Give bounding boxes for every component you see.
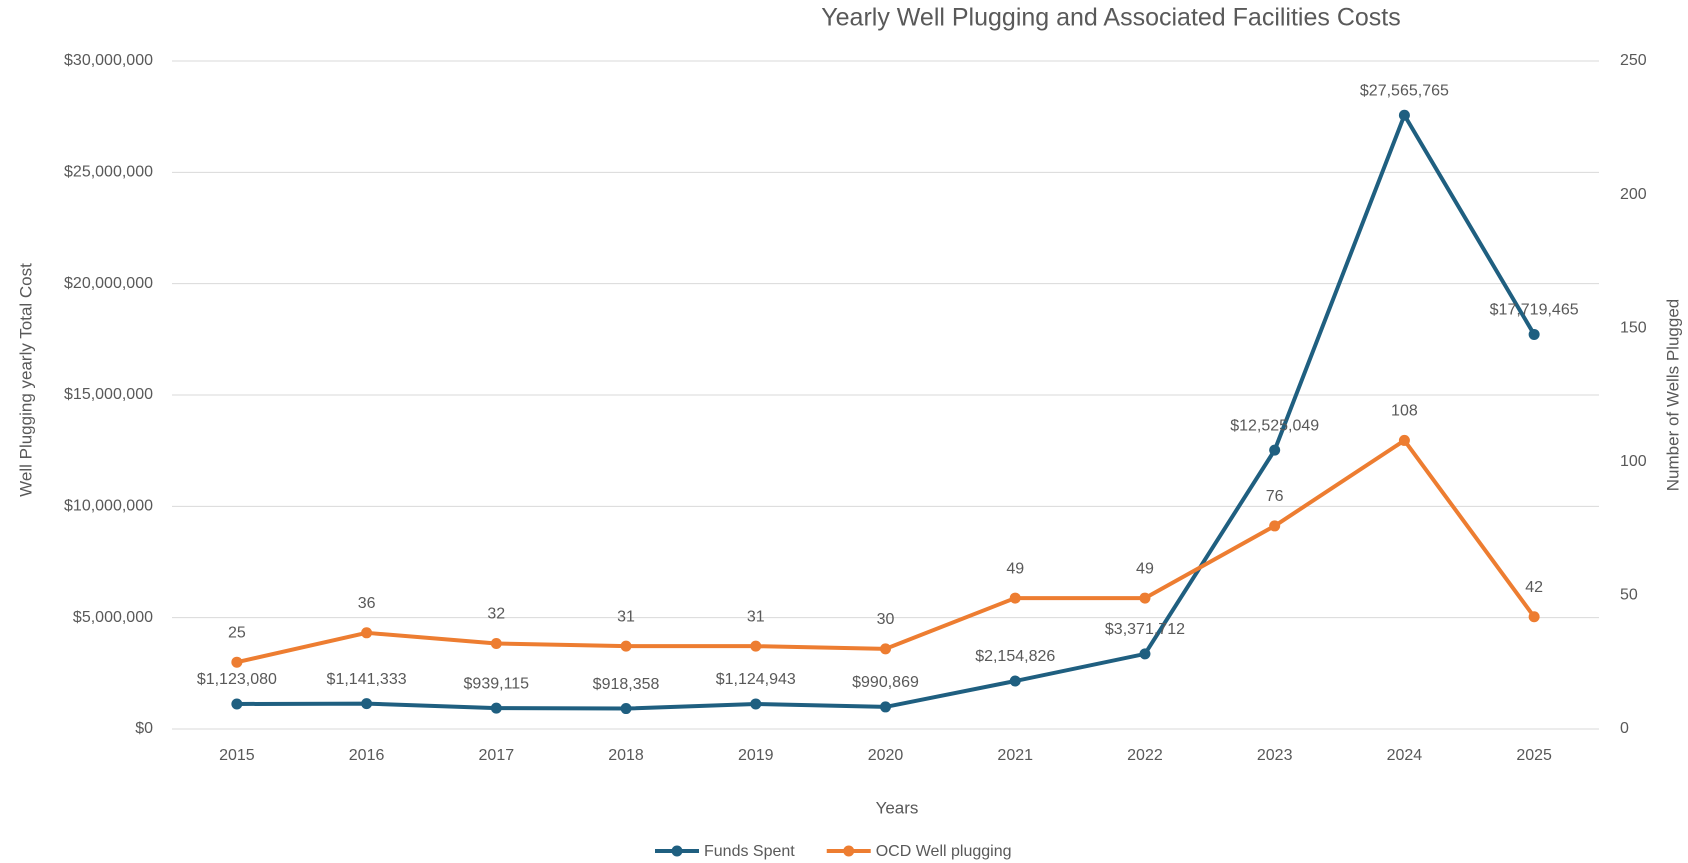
data-point xyxy=(1528,328,1540,340)
y2-tick-label: 250 xyxy=(1620,52,1647,69)
data-label: 76 xyxy=(1266,488,1284,505)
data-point xyxy=(1269,444,1281,456)
data-point xyxy=(620,640,632,652)
data-point xyxy=(1139,648,1151,660)
y-tick-label: $20,000,000 xyxy=(64,275,153,292)
y2-tick-label: 100 xyxy=(1620,453,1647,470)
y2-tick-label: 150 xyxy=(1620,319,1647,336)
y-tick-label: $30,000,000 xyxy=(64,52,153,69)
data-label: 31 xyxy=(747,608,765,625)
y-tick-label: $5,000,000 xyxy=(73,609,153,626)
data-label: $12,525,049 xyxy=(1230,417,1319,434)
data-label: 25 xyxy=(228,624,246,641)
x-tick-label: 2024 xyxy=(1387,747,1423,764)
data-point xyxy=(1398,109,1410,121)
data-label: 49 xyxy=(1136,560,1154,577)
legend-marker xyxy=(671,845,683,857)
data-label: $27,565,765 xyxy=(1360,82,1449,99)
chart-title: Yearly Well Plugging and Associated Faci… xyxy=(821,4,1400,32)
data-point xyxy=(750,698,762,710)
data-label: $2,154,826 xyxy=(975,648,1055,665)
data-point xyxy=(1139,592,1151,604)
data-label: $918,358 xyxy=(593,676,660,693)
data-label: 42 xyxy=(1525,579,1543,596)
data-label: $939,115 xyxy=(464,675,530,692)
y-tick-label: $25,000,000 xyxy=(64,164,153,181)
y2-tick-label: 50 xyxy=(1620,587,1638,604)
legend-label: Funds Spent xyxy=(704,843,795,860)
x-tick-label: 2018 xyxy=(608,747,644,764)
data-point xyxy=(1398,434,1410,446)
data-label: 49 xyxy=(1006,560,1024,577)
data-point xyxy=(361,698,373,710)
y2-tick-label: 0 xyxy=(1620,720,1629,737)
x-tick-label: 2022 xyxy=(1127,747,1163,764)
y-tick-label: $15,000,000 xyxy=(64,386,153,403)
x-tick-label: 2021 xyxy=(997,747,1033,764)
x-tick-label: 2019 xyxy=(738,747,774,764)
data-point xyxy=(361,627,373,639)
x-tick-label: 2015 xyxy=(219,747,255,764)
data-label: $17,719,465 xyxy=(1490,302,1579,319)
y-tick-label: $10,000,000 xyxy=(64,498,153,515)
data-label: 108 xyxy=(1391,403,1418,420)
data-point xyxy=(490,637,502,649)
legend-marker xyxy=(843,845,855,857)
data-label: $1,141,333 xyxy=(327,671,407,688)
x-tick-label: 2025 xyxy=(1516,747,1552,764)
data-label: $990,869 xyxy=(852,674,919,691)
y2-tick-label: 200 xyxy=(1620,186,1647,203)
data-point xyxy=(231,656,243,668)
data-point xyxy=(880,643,891,655)
data-label: $1,124,943 xyxy=(716,671,796,688)
x-tick-label: 2023 xyxy=(1257,747,1293,764)
data-point xyxy=(1528,611,1540,623)
data-point xyxy=(1009,592,1021,604)
y2-axis-title: Number of Wells Plugged xyxy=(1663,299,1682,491)
data-point xyxy=(231,698,243,710)
data-label: 32 xyxy=(487,606,505,623)
data-point xyxy=(880,701,891,713)
data-point xyxy=(1009,675,1021,687)
data-label: 36 xyxy=(358,595,376,612)
data-point xyxy=(1269,520,1281,532)
x-tick-label: 2016 xyxy=(349,747,385,764)
x-axis-title: Years xyxy=(876,798,919,817)
data-label: 31 xyxy=(617,608,635,625)
x-tick-label: 2020 xyxy=(868,747,904,764)
data-label: $3,371,712 xyxy=(1105,621,1185,638)
y-axis-title: Well Plugging yearly Total Cost xyxy=(16,263,35,497)
data-point xyxy=(750,640,762,652)
series-line xyxy=(236,438,1536,665)
data-label: 30 xyxy=(877,611,895,628)
data-point xyxy=(620,703,632,715)
data-point xyxy=(490,702,502,714)
legend-label: OCD Well plugging xyxy=(876,843,1012,860)
y-tick-label: $0 xyxy=(135,720,153,737)
data-label: $1,123,080 xyxy=(197,671,277,688)
x-tick-label: 2017 xyxy=(479,747,515,764)
